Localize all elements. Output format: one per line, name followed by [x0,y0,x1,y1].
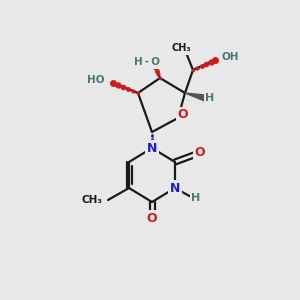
Text: O: O [178,109,188,122]
Text: CH₃: CH₃ [81,195,102,205]
Text: HO: HO [88,75,105,85]
Text: H: H [206,93,214,103]
Polygon shape [185,93,206,101]
Text: H: H [191,193,201,203]
Text: O: O [147,212,157,224]
Text: O: O [195,146,205,158]
Text: OH: OH [221,52,238,62]
Text: N: N [170,182,180,194]
Text: CH₃: CH₃ [171,43,191,53]
Text: N: N [147,142,157,154]
Text: H - O: H - O [134,57,160,67]
